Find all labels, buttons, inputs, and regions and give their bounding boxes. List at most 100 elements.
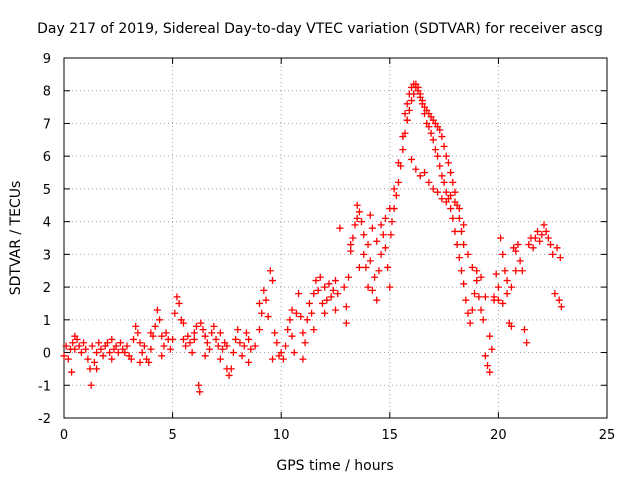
data-point (88, 342, 96, 350)
data-point (371, 273, 379, 281)
data-point (533, 227, 541, 235)
x-tick-label: 5 (168, 428, 176, 443)
data-point (247, 345, 255, 353)
data-point (93, 349, 101, 357)
data-point (123, 342, 131, 350)
data-point (438, 133, 446, 141)
data-point (201, 332, 209, 340)
data-point (147, 329, 155, 337)
data-point (138, 349, 146, 357)
data-point (547, 241, 555, 249)
data-point (447, 205, 455, 213)
data-point (481, 293, 489, 301)
y-tick-label: 3 (43, 248, 51, 263)
data-point (373, 296, 381, 304)
data-point (232, 335, 240, 343)
data-point (438, 172, 446, 180)
data-point (147, 345, 155, 353)
data-point (160, 342, 168, 350)
data-point (392, 191, 400, 199)
data-point (429, 185, 437, 193)
data-point (449, 214, 457, 222)
y-tick-labels: -2 -1 0 1 2 3 4 5 6 7 8 9 (38, 52, 51, 427)
data-point (210, 322, 218, 330)
y-tick-label: 5 (43, 183, 51, 198)
data-point (197, 319, 205, 327)
data-point (494, 283, 502, 291)
data-point (305, 299, 313, 307)
data-point (438, 195, 446, 203)
data-point (544, 234, 552, 242)
data-point (394, 178, 402, 186)
chart-title: Day 217 of 2019, Sidereal Day-to-day VTE… (37, 21, 603, 37)
data-points (60, 80, 565, 396)
y-tick-label: 7 (43, 117, 51, 132)
data-point (353, 201, 361, 209)
data-point (447, 169, 455, 177)
data-point (481, 352, 489, 360)
data-point (271, 329, 279, 337)
data-point (464, 309, 472, 317)
data-point (116, 339, 124, 347)
data-point (457, 267, 465, 275)
data-point (507, 283, 515, 291)
data-point (208, 329, 216, 337)
data-point (216, 329, 224, 337)
data-point (114, 349, 122, 357)
data-point (416, 172, 424, 180)
data-point (260, 286, 268, 294)
data-point (451, 227, 459, 235)
data-point (255, 299, 263, 307)
data-point (390, 185, 398, 193)
data-point (106, 349, 114, 357)
data-point (377, 221, 385, 229)
data-point (436, 162, 444, 170)
data-point (497, 234, 505, 242)
data-point (473, 267, 481, 275)
data-point (507, 322, 515, 330)
y-axis-label: SDTVAR / TECUs (8, 181, 24, 296)
data-point (212, 335, 220, 343)
data-point (264, 313, 272, 321)
data-point (455, 214, 463, 222)
data-point (425, 123, 433, 131)
axis-ticks (63, 57, 608, 419)
data-point (240, 342, 248, 350)
data-point (84, 355, 92, 363)
data-point (166, 345, 174, 353)
data-point (381, 214, 389, 222)
data-point (323, 296, 331, 304)
y-tick-label: 4 (43, 216, 51, 231)
data-point (434, 152, 442, 160)
y-tick-label: 1 (43, 314, 51, 329)
data-point (151, 322, 159, 330)
data-point (460, 241, 468, 249)
data-point (455, 254, 463, 262)
data-point (381, 244, 389, 252)
data-point (525, 241, 533, 249)
data-point (425, 178, 433, 186)
data-point (188, 349, 196, 357)
data-point (82, 345, 90, 353)
data-point (121, 349, 129, 357)
data-point (97, 345, 105, 353)
data-point (360, 250, 368, 258)
data-point (69, 339, 77, 347)
data-point (68, 368, 76, 376)
data-point (529, 244, 537, 252)
data-point (169, 335, 177, 343)
data-point (103, 339, 111, 347)
data-point (234, 326, 242, 334)
data-point (549, 250, 557, 258)
data-point (431, 146, 439, 154)
data-point (403, 100, 411, 108)
data-point (386, 283, 394, 291)
data-point (145, 358, 153, 366)
data-point (366, 211, 374, 219)
data-point (314, 286, 322, 294)
y-tick-label: -1 (38, 379, 51, 394)
data-point (457, 227, 465, 235)
data-point (171, 309, 179, 317)
data-point (531, 234, 539, 242)
data-point (134, 329, 142, 337)
